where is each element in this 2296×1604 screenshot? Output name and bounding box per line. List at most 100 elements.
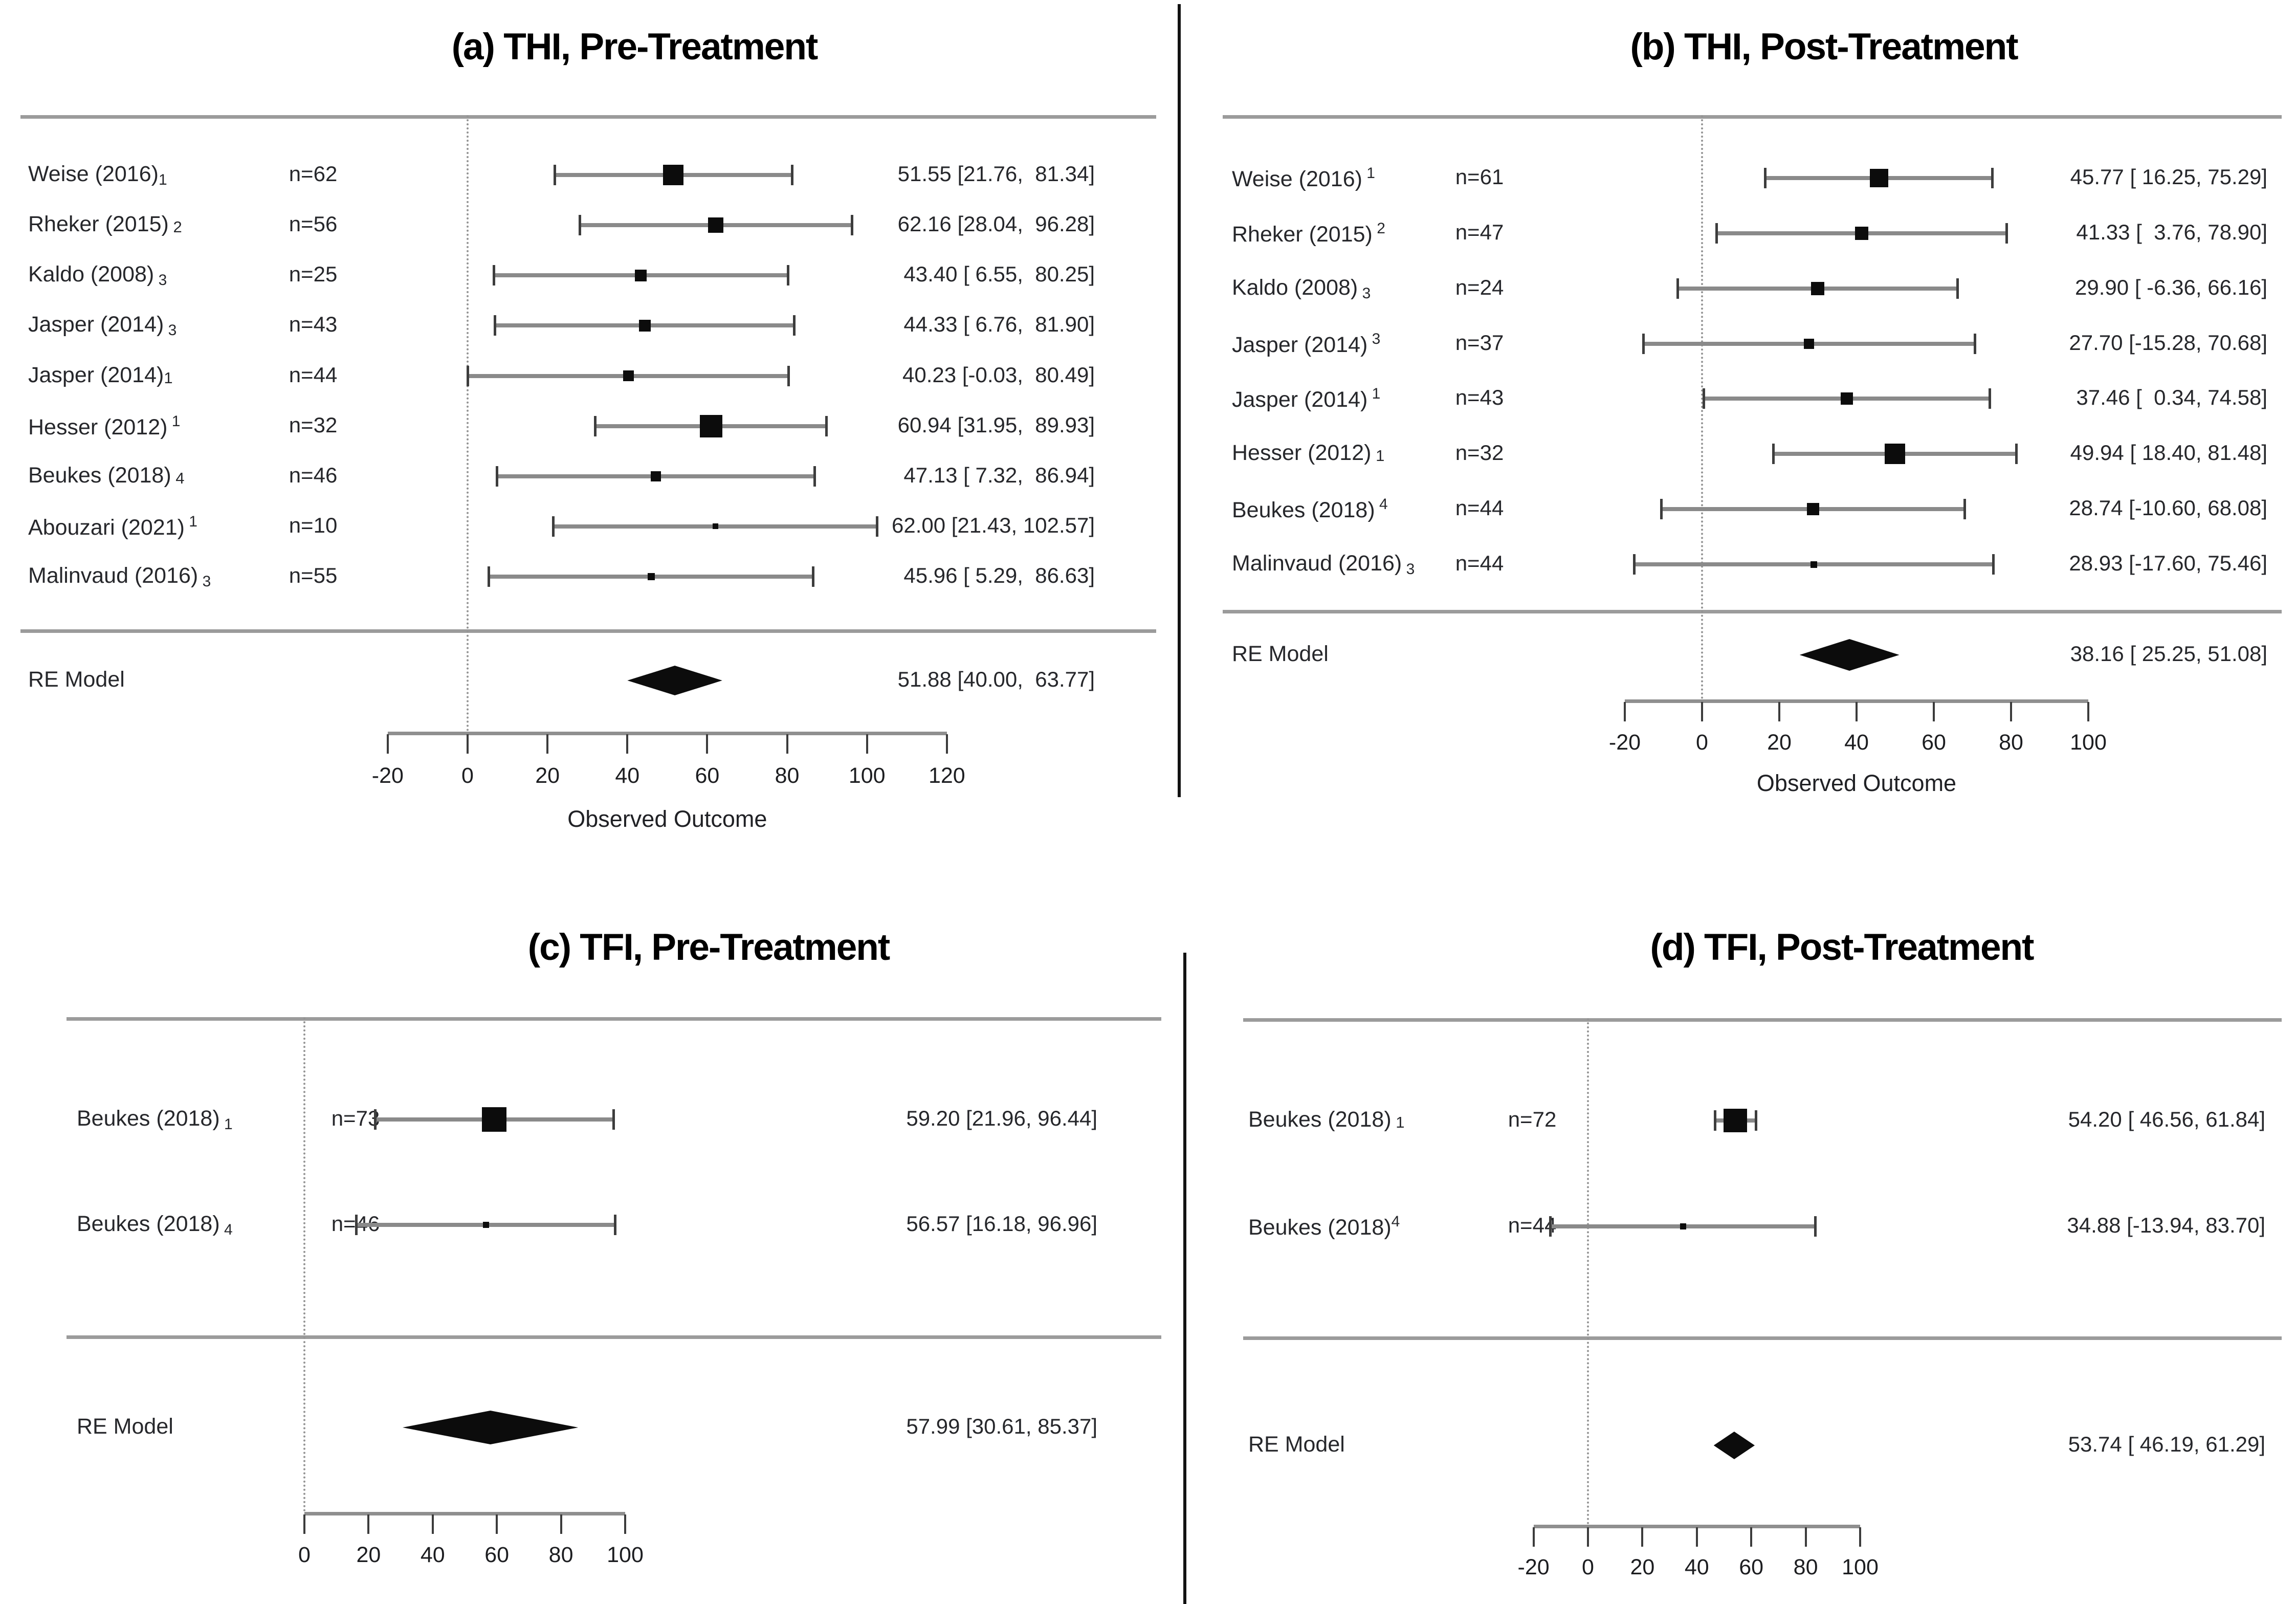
study-label: Kaldo (2008) 3 — [28, 262, 167, 290]
effect-marker — [1810, 561, 1817, 568]
axis-tick-label: 40 — [420, 1543, 445, 1567]
study-n: n=44 — [1455, 496, 1504, 520]
study-label-text: Jasper (2014) — [28, 312, 164, 337]
axis-tick-label: -20 — [1608, 730, 1641, 755]
study-n: n=37 — [1455, 330, 1504, 355]
axis-tick-label: 80 — [1793, 1555, 1818, 1579]
x-axis-title: Observed Outcome — [1756, 770, 1957, 796]
axis-tick-label: 20 — [535, 763, 560, 788]
effect-value: 44.33 [ 6.76, 81.90] — [903, 312, 1095, 337]
axis-tick-label: 20 — [1767, 730, 1792, 755]
axis-ref-line — [1587, 1018, 1589, 1525]
effect-marker — [1885, 444, 1906, 465]
panel-mid-rule — [67, 1335, 1161, 1339]
study-n: n=10 — [289, 513, 338, 537]
ci-cap-right — [813, 466, 816, 487]
ci-cap-left — [1772, 444, 1775, 465]
effect-value: 27.70 [-15.28, 70.68] — [2069, 330, 2267, 355]
re-value: 38.16 [ 25.25, 51.08] — [2070, 642, 2267, 666]
x-axis-title: Observed Outcome — [567, 806, 767, 832]
study-label: Weise (2016)1 — [28, 162, 167, 189]
effect-marker — [1869, 169, 1888, 187]
study-label: Weise (2016) 1 — [1232, 165, 1375, 192]
effect-marker — [1804, 338, 1815, 349]
effect-value: 54.20 [ 46.56, 61.84] — [2068, 1107, 2265, 1131]
axis-tick-label: -20 — [371, 763, 404, 788]
study-label: Hesser (2012) 1 — [28, 413, 180, 440]
study-label: Rheker (2015) 2 — [28, 212, 182, 237]
ci-cap-left — [488, 566, 491, 587]
panel-top-rule — [1223, 115, 2282, 119]
study-label: Beukes (2018) 4 — [1232, 496, 1388, 523]
study-n: n=56 — [289, 212, 338, 236]
effect-marker — [699, 414, 722, 437]
axis-ref-line — [467, 115, 469, 732]
ci-cap-left — [1715, 223, 1718, 244]
ci-cap-left — [1633, 554, 1636, 575]
axis-tick-label: 0 — [461, 763, 474, 788]
effect-marker — [712, 523, 718, 530]
re-diamond — [1799, 639, 1900, 671]
ci-cap-left — [373, 1109, 377, 1130]
re-diamond — [402, 1411, 579, 1444]
axis-tick-label: 0 — [1696, 730, 1708, 755]
study-label: Jasper (2014) 3 — [28, 312, 176, 340]
axis-tick — [2087, 702, 2089, 721]
study-label-affix: 3 — [1367, 330, 1381, 347]
ci-cap-right — [1814, 1216, 1817, 1237]
effect-marker — [1855, 226, 1869, 240]
axis-tick — [1804, 1527, 1807, 1547]
ci-cap-right — [1989, 388, 1992, 409]
ci-cap-right — [875, 516, 878, 537]
re-diamond — [1713, 1432, 1755, 1459]
ci-cap-right — [1963, 499, 1966, 520]
panel-title-c: (c) TFI, Pre-Treatment — [527, 927, 890, 968]
panel-title-b: (b) THI, Post-Treatment — [1630, 26, 2018, 68]
study-label-affix: 2 — [1372, 219, 1385, 237]
study-label-text: Hesser (2012) — [1232, 441, 1372, 466]
axis-ref-line — [1701, 115, 1703, 699]
effect-value: 45.77 [ 16.25, 75.29] — [2070, 165, 2267, 189]
effect-marker — [1680, 1223, 1686, 1229]
study-n: n=44 — [1508, 1213, 1557, 1237]
axis-tick — [1587, 1527, 1589, 1547]
study-n: n=32 — [289, 412, 338, 437]
panel-top-rule — [1243, 1018, 2282, 1022]
re-diamond — [627, 666, 722, 695]
effect-value: 60.94 [31.95, 89.93] — [897, 412, 1095, 437]
study-label-text: Beukes (2018) — [28, 463, 171, 488]
axis-tick-label: 100 — [2070, 730, 2107, 755]
effect-marker — [635, 269, 647, 281]
ci-cap-right — [613, 1215, 616, 1235]
axis-tick — [1856, 702, 1858, 721]
re-label: RE Model — [1248, 1432, 1345, 1457]
axis-tick — [386, 734, 389, 754]
study-n: n=43 — [1455, 385, 1504, 410]
study-label-affix: 1 — [164, 368, 173, 387]
study-label: Jasper (2014)1 — [28, 363, 173, 388]
study-label-text: Abouzari (2021) — [28, 515, 185, 540]
ci-cap-left — [466, 365, 469, 386]
effect-marker — [482, 1222, 489, 1228]
axis-tick — [706, 734, 709, 754]
ci-cap-right — [812, 566, 815, 587]
panel-title-a: (a) THI, Pre-Treatment — [451, 26, 819, 68]
study-n: n=72 — [1508, 1107, 1557, 1131]
axis-tick — [624, 1514, 626, 1534]
effect-marker — [482, 1107, 507, 1132]
ci-cap-right — [791, 165, 794, 185]
ci-cap-right — [787, 365, 790, 386]
ci-cap-left — [1702, 388, 1705, 409]
ci-cap-left — [553, 165, 556, 185]
axis-tick — [2010, 702, 2012, 721]
effect-value: 45.96 [ 5.29, 86.63] — [903, 563, 1095, 587]
axis-tick — [467, 734, 469, 754]
axis-tick-label: 0 — [1582, 1555, 1594, 1579]
axis-tick-label: 60 — [1739, 1555, 1764, 1579]
study-label-affix: 4 — [171, 469, 185, 487]
axis-tick — [1933, 702, 1935, 721]
re-value: 53.74 [ 46.19, 61.29] — [2068, 1432, 2265, 1456]
study-label: Jasper (2014) 3 — [1232, 331, 1380, 358]
axis-tick-label: 80 — [1999, 730, 2023, 755]
x-axis-line — [1533, 1525, 1860, 1528]
